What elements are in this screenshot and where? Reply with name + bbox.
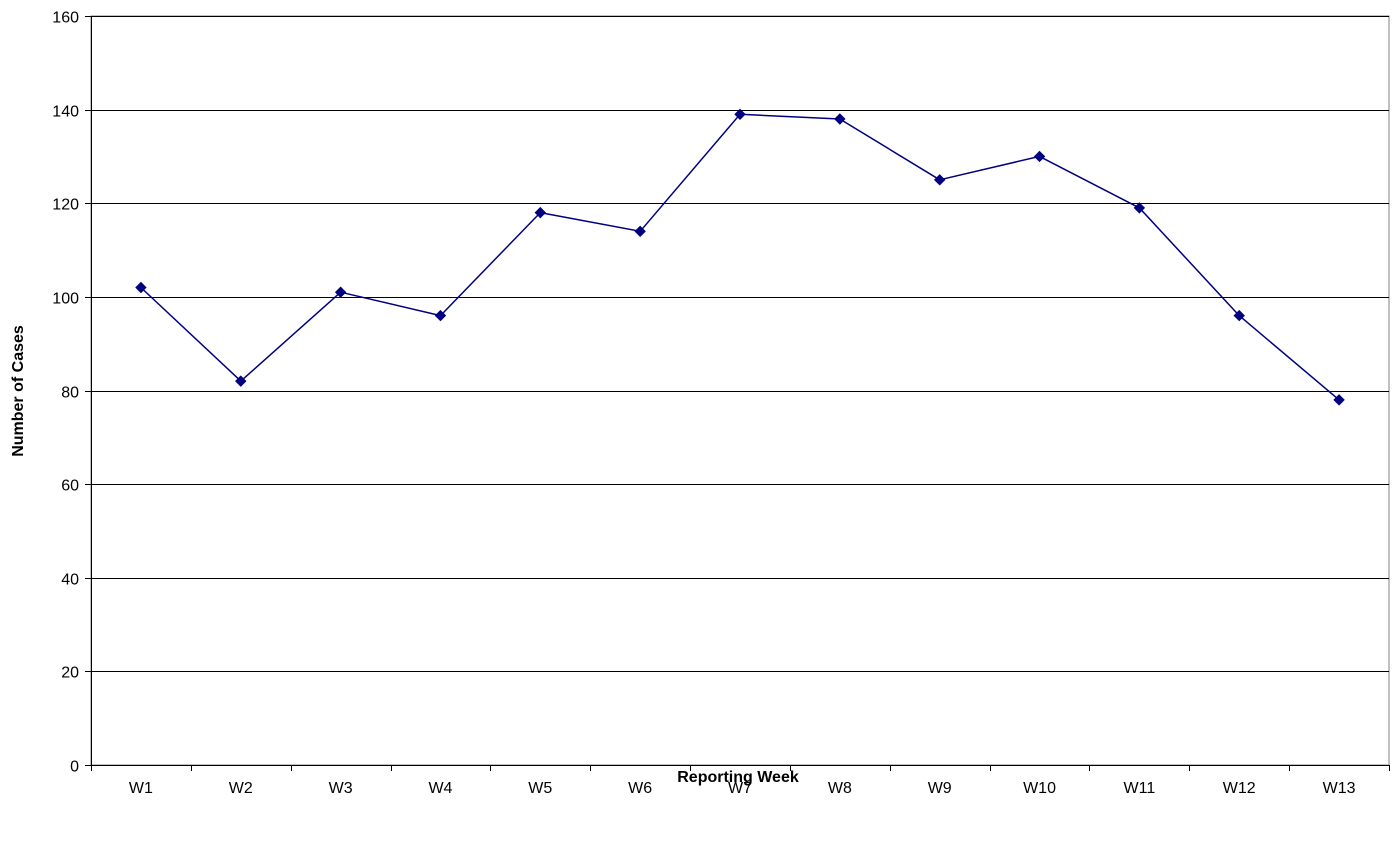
data-point-marker bbox=[235, 375, 247, 387]
data-point-marker bbox=[1333, 394, 1345, 406]
x-tick-label: W11 bbox=[1124, 780, 1156, 797]
x-tick-label: W4 bbox=[428, 780, 452, 797]
x-tick-label: W8 bbox=[828, 780, 852, 797]
data-point-marker bbox=[1233, 309, 1245, 322]
series-line bbox=[140, 113, 1340, 401]
y-axis-title: Number of Cases bbox=[10, 325, 27, 457]
data-point-marker bbox=[834, 113, 846, 125]
data-point-marker bbox=[1033, 150, 1046, 163]
x-tick-label: W13 bbox=[1323, 780, 1356, 797]
x-tick-label: W7 bbox=[728, 780, 752, 797]
x-tick-label: W5 bbox=[528, 780, 552, 797]
y-tick-label: 100 bbox=[52, 291, 79, 308]
x-tick-label: W1 bbox=[129, 780, 153, 797]
y-tick-label: 40 bbox=[61, 572, 79, 589]
data-point-marker bbox=[933, 174, 946, 186]
x-tick-label: W3 bbox=[329, 780, 353, 797]
y-tick-label: 60 bbox=[61, 478, 79, 495]
y-tick-label: 120 bbox=[52, 197, 79, 214]
x-tick-label: W6 bbox=[628, 780, 652, 797]
data-point-marker bbox=[334, 286, 347, 298]
data-point-marker bbox=[734, 108, 746, 121]
data-point-marker bbox=[634, 225, 646, 238]
data-point-marker bbox=[1133, 202, 1146, 214]
data-point-marker bbox=[135, 281, 147, 294]
y-tick-label: 0 bbox=[70, 759, 79, 776]
x-tick-label: W10 bbox=[1023, 780, 1056, 797]
data-point-marker bbox=[534, 206, 547, 219]
plot-area-border bbox=[90, 15, 1390, 766]
x-tick-label: W12 bbox=[1223, 780, 1256, 797]
gridlines bbox=[90, 15, 1390, 766]
y-tick-label: 160 bbox=[52, 10, 79, 27]
y-tick-label: 140 bbox=[52, 104, 79, 121]
axes: 0 20 40 60 80 100 120 140 160 W1 W2 W3 W4 W5 W6 W7 W8 W9 W… bbox=[52, 10, 1390, 797]
x-tick-label: W2 bbox=[229, 780, 253, 797]
x-axis-title: Reporting Week bbox=[677, 769, 799, 786]
y-tick-label: 80 bbox=[61, 385, 79, 402]
data-point-marker bbox=[434, 309, 447, 322]
y-tick-label: 20 bbox=[61, 665, 79, 682]
x-tick-label: W9 bbox=[928, 780, 952, 797]
series-layer bbox=[135, 108, 1345, 406]
